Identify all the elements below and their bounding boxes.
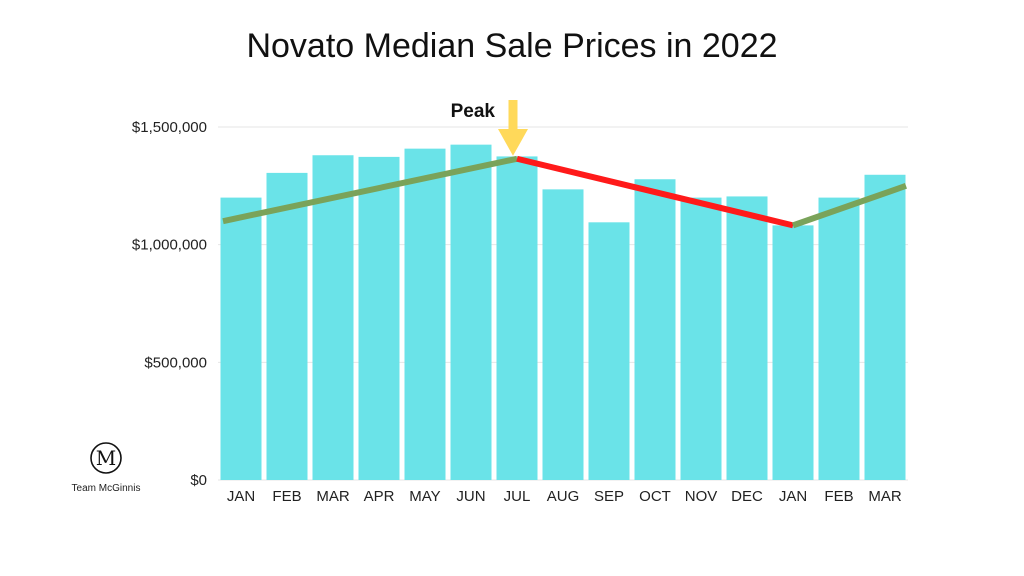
bar [496,156,538,480]
bar [680,197,722,480]
y-tick-label: $0 [190,472,207,489]
bar [772,225,814,480]
x-tick-label: JUL [504,488,531,505]
x-tick-label: OCT [639,488,671,505]
trend-line [222,155,518,225]
bar [588,222,630,480]
x-tick-label: JAN [227,488,255,505]
peak-label: Peak [451,101,496,122]
x-tick-label: MAR [316,488,350,505]
logo-name: Team McGinnis [72,483,141,494]
bar [818,197,860,480]
y-axis-ticks: $0 $500,000 $1,000,000 $1,500,000 [132,119,207,489]
x-tick-label: MAY [409,488,440,505]
x-tick-label: AUG [547,488,580,505]
bar [864,174,906,481]
x-tick-label: DEC [731,488,763,505]
bar [404,148,446,480]
x-axis-categories: JAN FEB MAR APR MAY JUN JUL AUG SEP OCT NOV DEC JAN F… [227,488,902,505]
y-tick-label: $500,000 [144,354,207,371]
bar [358,156,400,480]
x-tick-label: SEP [594,488,624,505]
bar [266,172,308,480]
bars [220,144,906,481]
trend-lines [222,155,907,229]
logo-monogram: M [96,446,116,470]
y-tick-label: $1,000,000 [132,237,207,254]
bar [312,155,354,481]
bar [220,197,262,480]
peak-arrow-head [498,129,528,156]
bar [726,196,768,480]
logo-circle [90,442,122,474]
x-tick-label: MAR [868,488,902,505]
trend-line [792,183,907,229]
x-tick-label: NOV [685,488,718,505]
x-tick-label: FEB [824,488,853,505]
y-tick-label: $1,500,000 [132,119,207,136]
bar [634,179,676,480]
peak-annotation: Peak [451,100,528,156]
bar [450,144,492,480]
x-tick-label: APR [364,488,395,505]
peak-arrow-shaft [508,100,518,133]
x-tick-label: JUN [456,488,485,505]
x-tick-label: FEB [272,488,301,505]
team-logo: M Team McGinnis [72,442,141,494]
chart-title: Novato Median Sale Prices in 2022 [246,27,777,65]
x-tick-label: JAN [779,488,807,505]
trend-line [516,155,794,229]
bar [542,189,584,480]
